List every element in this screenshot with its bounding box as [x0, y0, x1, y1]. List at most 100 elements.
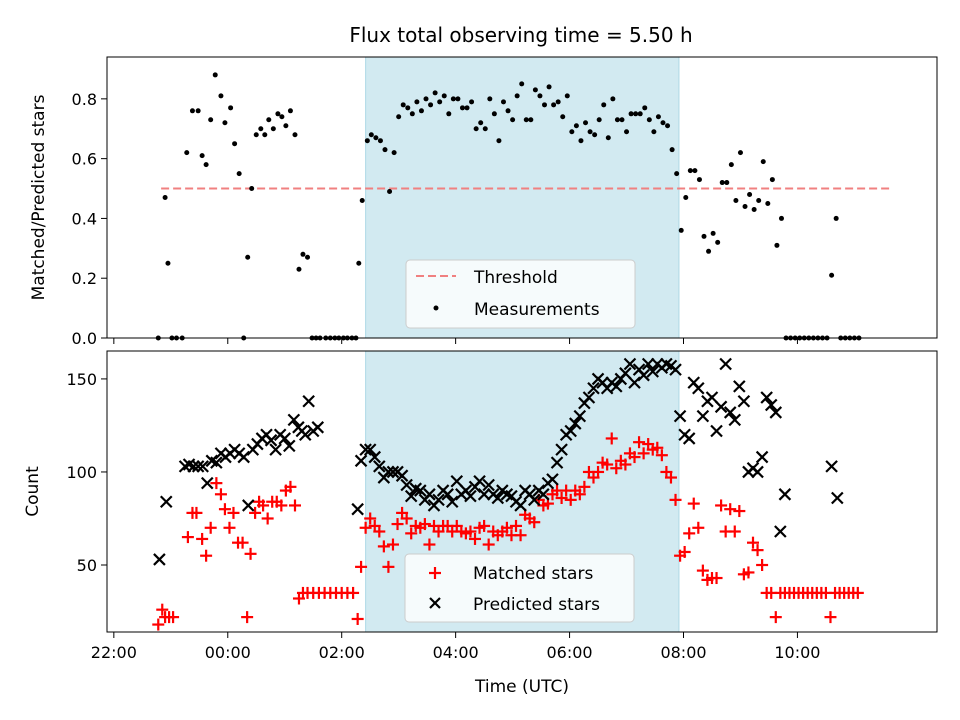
measurement-point	[624, 129, 630, 135]
matched-star-point	[405, 527, 418, 540]
predicted-star-point	[237, 450, 250, 464]
measurement-point	[551, 102, 557, 108]
measurement-point	[245, 254, 251, 260]
measurement-point	[292, 132, 298, 138]
predicted-star-point	[692, 381, 705, 395]
matched-star-point	[223, 521, 236, 534]
measurement-point	[833, 215, 839, 221]
matched-star-point	[692, 521, 705, 534]
measurement-point	[482, 126, 488, 132]
predicted-star-point	[278, 432, 292, 445]
bottom-panel-xlabel: Time (UTC)	[474, 677, 569, 697]
ytick-label: 100	[66, 463, 97, 482]
matched-star-point	[167, 611, 180, 624]
measurement-point	[696, 177, 702, 183]
predicted-star-point	[628, 376, 641, 389]
measurement-point	[491, 111, 497, 117]
measurement-point	[396, 114, 402, 120]
measurement-point	[651, 129, 657, 135]
measurement-point	[391, 150, 397, 156]
matched-star-point	[573, 488, 586, 501]
predicted-star-point	[831, 491, 844, 505]
matched-star-point	[669, 493, 682, 506]
matched-star-point	[664, 471, 677, 484]
measurement-point	[687, 168, 693, 174]
legend-measurements-label: Measurements	[474, 300, 600, 320]
measurement-point	[532, 87, 538, 93]
top-panel-xticks	[113, 338, 798, 344]
measurement-point	[665, 123, 671, 129]
bottom-panel-ylabel: Count	[23, 466, 43, 517]
matched-star-point	[733, 505, 746, 518]
measurement-point	[228, 105, 234, 111]
matched-star-point	[275, 499, 288, 512]
matched-star-point	[196, 532, 209, 545]
matched-star-point	[423, 538, 436, 551]
predicted-star-point	[400, 478, 413, 492]
measurement-point	[189, 108, 195, 114]
measurement-point	[573, 123, 579, 129]
measurement-point	[414, 99, 420, 105]
top-panel-yaxis: 0.0 0.2 0.4 0.6 0.8	[72, 90, 107, 348]
measurement-point	[733, 197, 739, 203]
predicted-star-point	[482, 478, 495, 492]
predicted-star-point	[733, 380, 746, 393]
measurement-point	[455, 96, 461, 102]
measurement-point	[778, 215, 784, 221]
matched-star-point	[241, 611, 254, 624]
matched-star-point	[261, 512, 274, 525]
predicted-star-point	[764, 398, 778, 412]
measurement-point	[715, 239, 721, 245]
measurement-point	[387, 189, 393, 195]
predicted-star-point	[705, 391, 719, 404]
measurement-point	[614, 117, 620, 123]
measurement-point	[232, 141, 238, 147]
predicted-star-point	[477, 488, 491, 501]
predicted-star-point	[564, 424, 577, 438]
matched-star-point	[746, 536, 759, 549]
measurement-point	[769, 177, 775, 183]
predicted-star-point	[311, 421, 325, 434]
matched-star-point	[391, 518, 404, 531]
predicted-star-point	[587, 381, 600, 395]
chart-title: Flux total observing time = 5.50 h	[349, 23, 692, 47]
matched-star-point	[710, 572, 723, 585]
matched-star-point	[355, 560, 368, 573]
measurement-point	[203, 162, 209, 168]
legend-predicted-swatch	[429, 597, 441, 609]
predicted-star-point	[196, 460, 209, 473]
matched-star-point	[742, 566, 755, 579]
measurement-point	[487, 96, 493, 102]
predicted-star-point	[200, 476, 214, 490]
measurement-point	[446, 111, 452, 117]
predicted-star-point	[641, 357, 655, 371]
ytick-label: 0.0	[72, 329, 97, 348]
predicted-star-point	[445, 495, 459, 509]
predicted-star-point	[514, 499, 527, 512]
measurement-point	[669, 147, 675, 153]
measurement-point	[510, 117, 516, 123]
predicted-star-point	[363, 443, 377, 456]
predicted-star-point	[555, 443, 568, 456]
xtick-label: 00:00	[205, 643, 251, 662]
measurement-point	[674, 171, 680, 177]
predicted-star-point	[491, 491, 505, 505]
measurement-point	[742, 203, 748, 209]
predicted-star-point	[473, 474, 486, 488]
measurement-point	[275, 111, 281, 117]
xtick-label: 04:00	[433, 643, 479, 662]
predicted-star-point	[450, 474, 464, 488]
legend-measurements-swatch	[433, 305, 439, 311]
measurement-point	[719, 180, 725, 186]
measurement-point	[701, 233, 707, 239]
bottom-panel-yaxis: 50 100 150	[66, 370, 107, 575]
predicted-star-point	[825, 460, 838, 473]
measurement-point	[555, 99, 561, 105]
matched-star-point	[500, 521, 513, 534]
matched-star-point	[756, 559, 769, 572]
measurement-point	[829, 272, 835, 278]
measurement-point	[610, 96, 616, 102]
measurement-point	[450, 96, 456, 102]
predicted-star-point	[769, 406, 783, 419]
predicted-star-point	[287, 413, 301, 427]
